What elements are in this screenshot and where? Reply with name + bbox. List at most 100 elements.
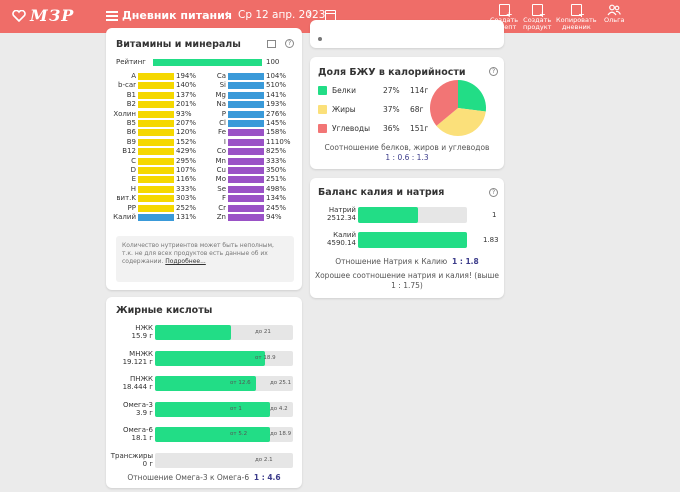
copy-diary-button[interactable]: Копировать дневник [556, 4, 597, 31]
upper-card-partial [310, 20, 504, 48]
page-title: Дневник питания [122, 9, 232, 22]
legend-swatch [318, 124, 327, 133]
fatty-acid-label: НЖК 15.9 г [110, 324, 154, 340]
create-recipe-button[interactable]: Создать рецепт [490, 4, 518, 31]
mineral-bar [228, 82, 264, 90]
mineral-bar [228, 204, 264, 212]
mineral-value: 134% [266, 194, 287, 203]
bju-ratio-value: 1 : 0.6 : 1.3 [385, 153, 429, 162]
kna-bar [358, 232, 467, 248]
vitamin-bar [138, 73, 174, 80]
user-profile-button[interactable]: Ольга [604, 4, 625, 24]
mineral-value: 145% [266, 119, 287, 127]
vitamin-bar [138, 176, 174, 184]
macro-percent: 36% [383, 124, 400, 133]
kna-side-value: 1.83 [483, 236, 499, 244]
legend-swatch [318, 86, 327, 95]
mineral-value: 350% [266, 166, 287, 174]
fatty-acid-name: Омега-3 [122, 400, 153, 409]
legend-swatch [318, 105, 327, 114]
app-logo[interactable]: МЗР [12, 6, 74, 25]
vitamin-name: B9 [126, 137, 136, 146]
omega-ratio-label: Отношение Омега-3 к Омега-6 [127, 473, 250, 482]
vitamin-name: E [131, 175, 136, 184]
vitamin-value: 207% [176, 119, 197, 127]
heart-logo-icon [12, 10, 26, 22]
vitamin-name: D [130, 166, 136, 174]
macro-grams: 68г [410, 105, 424, 114]
mineral-name: Mo [215, 175, 226, 184]
previous-day-chevron-icon[interactable]: ‹ [224, 7, 230, 22]
mineral-bar [228, 91, 264, 99]
bju-help-icon[interactable]: ? [489, 67, 498, 76]
mineral-value: 245% [266, 203, 287, 212]
fatty-acid-max: до 21 [255, 329, 271, 335]
vitamin-value: 152% [176, 137, 197, 146]
vitamin-bar [138, 148, 174, 156]
more-info-link[interactable]: Подробнее... [165, 258, 206, 265]
vitamin-value: 93% [176, 109, 192, 118]
macro-name: Жиры [332, 105, 356, 114]
create-recipe-label-2: рецепт [491, 23, 517, 31]
fatty-acid-amount: 15.9 г [131, 332, 154, 340]
fatty-acid-label: ПНЖК 18.444 г [110, 375, 153, 391]
hamburger-menu-icon[interactable] [106, 11, 118, 21]
vitamin-bar [138, 185, 174, 193]
current-date[interactable]: Ср 12 апр. 2023 [238, 9, 326, 21]
mineral-bar [228, 214, 264, 221]
vitamin-value: 116% [176, 175, 197, 184]
macro-percent: 27% [383, 86, 400, 95]
mineral-name: Ca [216, 72, 226, 80]
next-day-chevron-icon[interactable]: › [307, 7, 313, 22]
vitamin-name: PP [127, 203, 136, 212]
fatty-acid-amount: 18.444 г [122, 383, 153, 391]
mineral-name: Co [216, 147, 226, 156]
rating-value: 100 [266, 58, 280, 66]
vitamin-bar [138, 82, 174, 90]
note-line-1: Количество нутриентов может быть неполны… [122, 242, 274, 249]
fatty-acids-title: Жирные кислоты [116, 305, 213, 316]
omega-ratio-value: 1 : 4.6 [253, 473, 281, 482]
mineral-name: Na [216, 100, 226, 109]
mineral-value: 158% [266, 128, 287, 137]
mineral-bar [228, 185, 264, 193]
mineral-name: Cl [219, 119, 226, 127]
mineral-bar [228, 120, 264, 127]
vitamin-value: 201% [176, 100, 197, 109]
mineral-value: 498% [266, 184, 287, 193]
fatty-acid-label: МНЖК 19.121 г [110, 350, 153, 366]
vitamin-value: 303% [176, 194, 197, 203]
vitamin-name: B12 [122, 147, 136, 156]
vitamin-name: вит.K [116, 194, 136, 203]
kna-ratio-label: Отношение Натрия к Калию [335, 257, 448, 266]
mineral-bar [228, 195, 264, 203]
fatty-acid-amount: 0 г [142, 459, 153, 468]
vitamin-bar [138, 167, 174, 174]
users-icon [607, 4, 622, 16]
mineral-name: Si [219, 81, 226, 90]
mineral-name: P [221, 109, 226, 118]
fatty-acid-name: НЖК [135, 324, 153, 332]
vitamin-name: b-car [118, 81, 136, 90]
vitamin-name: B2 [126, 100, 136, 109]
user-name: Ольга [604, 16, 625, 24]
mineral-name: I [223, 137, 226, 146]
fatty-acid-min: от 1 [230, 405, 242, 412]
kna-amount: 2512.34 [327, 214, 356, 222]
create-product-button[interactable]: Создать продукт [523, 4, 551, 31]
vitamin-value: 194% [176, 72, 197, 80]
pie-slice [430, 80, 458, 126]
kna-help-icon[interactable]: ? [489, 188, 498, 197]
vitamin-bar [138, 91, 174, 99]
mineral-bar [228, 157, 264, 165]
mineral-name: Cr [218, 203, 226, 212]
vitamin-name: A [131, 72, 136, 80]
bju-pie-chart [430, 80, 486, 136]
fatty-acid-bar [155, 350, 266, 366]
kna-name: Калий [333, 231, 356, 239]
mineral-value: 94% [266, 213, 282, 221]
bju-ratio: Соотношение белков, жиров и углеводов 1 … [314, 143, 500, 163]
table-view-icon[interactable] [267, 40, 276, 48]
vitamin-name: Калий [113, 213, 136, 221]
help-icon[interactable]: ? [285, 39, 294, 48]
